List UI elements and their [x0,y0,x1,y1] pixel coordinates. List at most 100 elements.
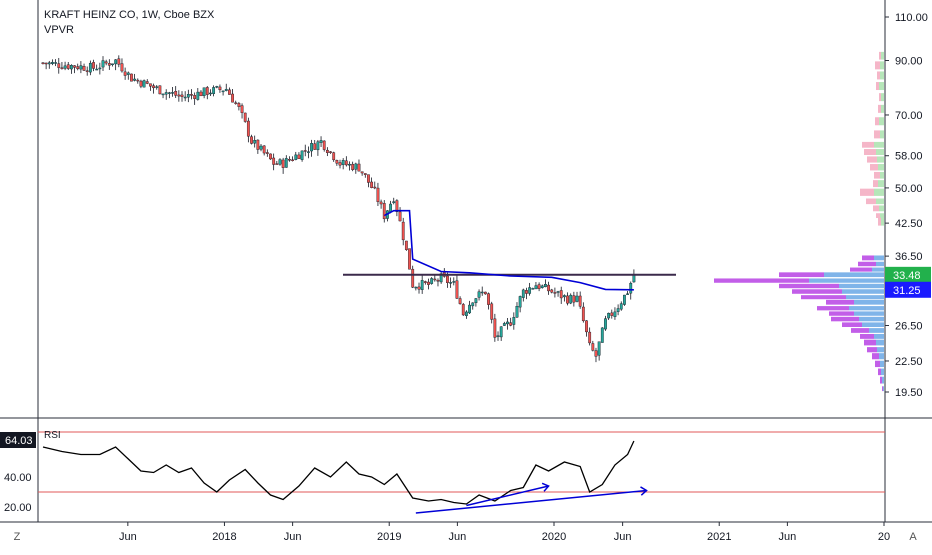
candle-body [335,160,339,164]
vp-bar-down [877,71,880,80]
vp-bar-down [866,198,876,205]
vp-bar-down [873,180,878,188]
vp-bar-up [874,255,884,261]
candle-body [205,87,209,95]
candle-body [348,163,351,166]
vp-bar-up [854,311,884,316]
candle-body [281,159,285,168]
vp-bar-up [869,328,884,333]
candle-body [597,341,601,356]
vp-bar-down [829,311,854,316]
price-tick-label: 26.50 [895,321,923,333]
vp-bar-down [851,328,869,333]
vp-bar-up [880,171,884,179]
candle-body [212,87,216,94]
candle-body [57,63,61,68]
candle-body [164,92,168,95]
candle-body [300,150,304,160]
candle-body [44,62,48,65]
candle-body [237,103,241,107]
vp-bar-up [879,353,884,360]
vp-bar-up [842,289,884,294]
candle-body [79,65,83,70]
candle-body [269,153,272,160]
candle-body [629,282,633,294]
vp-bar-up [880,213,884,219]
candle-body [632,274,636,283]
candle-body [228,89,231,95]
rsi-label[interactable]: RSI [44,430,61,441]
candles-layer [41,55,636,363]
candle-body [218,86,222,91]
candle-body [427,281,430,285]
candle-body [515,306,519,318]
vp-bar-down [874,171,880,179]
candle-body [401,221,405,241]
candle-body [167,92,171,94]
vp-bar-up [881,93,884,102]
time-tick-label: 2019 [377,531,401,543]
candle-body [417,286,421,290]
candle-body [215,86,219,88]
price-tick-label: 70.00 [895,110,923,122]
candle-body [152,85,155,89]
candle-body [600,327,604,343]
candle-body [408,248,411,270]
candle-body [404,240,408,250]
vp-bar-up [859,316,884,322]
vp-bar-down [858,261,876,267]
candle-body [575,295,579,302]
vp-bar-up [879,205,884,212]
price-tick-label: 58.00 [895,151,923,163]
candle-body [550,289,554,293]
candle-body [224,88,228,91]
candle-body [136,79,140,82]
axes-layer: 110.00 90.00 70.00 58.00 50.00 42.50 36.50 26.5… [4,12,931,543]
candle-body [531,288,535,290]
candle-body [294,154,298,160]
candle-body [610,312,614,316]
vp-bar-down [879,51,881,60]
candle-body [376,187,380,202]
vp-bar-up [877,347,884,353]
vp-bar-down [875,117,879,126]
candle-body [455,280,459,299]
candle-body [338,162,342,166]
vp-bar-up [876,149,884,156]
candle-body [430,278,434,284]
candle-body [92,62,95,69]
candle-body [452,281,456,283]
vp-bar-up [862,322,884,328]
vp-bar-up [879,117,884,126]
price-tick-label: 22.50 [895,356,923,368]
candle-body [155,86,159,88]
time-tick-label: Jun [119,531,137,543]
time-tick-label: 20 [878,531,890,543]
candle-body [373,186,377,189]
indicator-label[interactable]: VPVR [44,24,74,36]
timezone-button[interactable]: Z [13,531,21,543]
vp-bar-up [879,82,884,91]
candle-body [231,93,234,103]
candle-body [177,94,181,97]
candle-body [303,150,307,152]
candle-body [98,67,102,70]
auto-scale-button[interactable]: A [909,531,917,543]
vp-bar-down [792,289,842,294]
candle-body [240,105,244,113]
candle-body [297,154,301,159]
time-tick-label: 2020 [542,531,566,543]
trendline-arrowhead [541,482,550,492]
candle-body [51,62,54,64]
candle-body [117,58,121,65]
vp-bar-down [875,360,880,368]
candle-body [351,163,355,170]
candle-body [149,83,152,87]
vp-bar-down [801,295,846,300]
candle-body [471,302,475,307]
candle-body [161,93,165,96]
candle-body [613,311,617,317]
vp-bar-up [880,130,884,139]
candle-body [474,298,478,304]
